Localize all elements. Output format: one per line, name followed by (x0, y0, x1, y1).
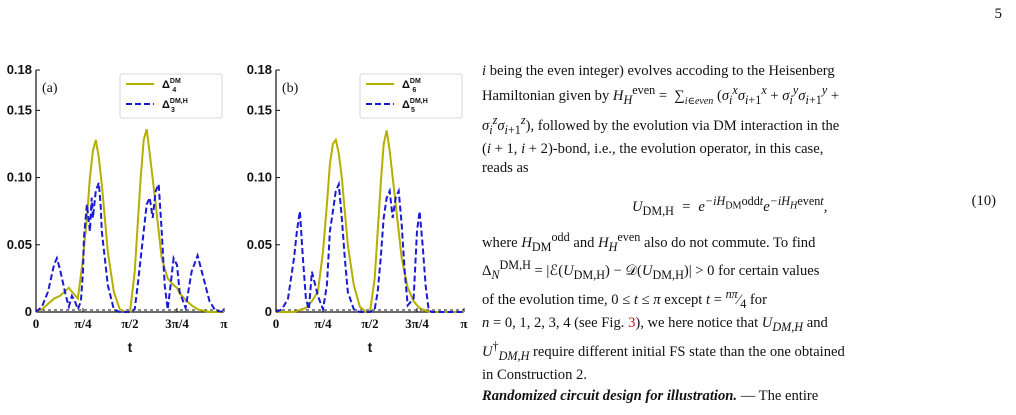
paragraph-continuation: — The entire (740, 388, 819, 404)
x-tick-label: π/2 (121, 316, 138, 331)
x-tick-label: π (220, 316, 227, 331)
x-tick-label: 3π/4 (405, 316, 429, 331)
paragraph-heading-line: Randomized circuit design for illustrati… (482, 388, 996, 405)
equation-body: UDM,H = e−iHDModdte−iHHevent, (632, 193, 828, 218)
y-tick-label: 0.15 (7, 102, 32, 117)
x-axis-label: t (368, 339, 373, 355)
x-tick-label: π/4 (74, 316, 92, 331)
page-number: 5 (994, 6, 1003, 22)
y-tick-label: 0.10 (247, 170, 272, 185)
x-tick-label: π/2 (361, 316, 378, 331)
y-tick-label: 0.05 (247, 237, 272, 252)
legend-entry: ΔDM,H 3 (162, 98, 188, 114)
x-tick-label: π (460, 316, 467, 331)
text-line: where HDModd and HHeven also do not comm… (482, 229, 816, 254)
body-text-column: i being the even integer) evolves accodi… (482, 62, 996, 385)
y-tick-label: 0.15 (247, 102, 272, 117)
figure-reference-link[interactable]: 3 (628, 314, 636, 331)
figure-panel-a: 0 0.05 0.10 0.15 0.18 0 π/4 π/2 3π/4 π t (a) ΔDM 4 ΔDM… (0, 62, 240, 402)
legend-entry: ΔDM 4 (162, 78, 181, 94)
text-line: ΔNDM,H = |ℰ(UDM,H) − 𝒟(UDM,H)| > 0 for c… (482, 258, 820, 283)
figure-panel-b: 0 0.05 0.10 0.15 0.18 0 π/4 π/2 3π/4 π t (b) ΔDM 6 ΔDM… (240, 62, 480, 402)
legend-entry: ΔDM,H 5 (402, 98, 428, 114)
text-line: of the evolution time, 0 ≤ t ≤ π except … (482, 287, 767, 311)
text-line: reads as (482, 159, 529, 176)
paragraph-heading: Randomized circuit design for illustrati… (482, 388, 738, 404)
chart-b-svg: 0 0.05 0.10 0.15 0.18 0 π/4 π/2 3π/4 π t (b) ΔDM 6 ΔDM… (247, 62, 468, 355)
chart-a-svg: 0 0.05 0.10 0.15 0.18 0 π/4 π/2 3π/4 π t (a) ΔDM 4 ΔDM… (7, 62, 228, 355)
series-line (275, 180, 464, 314)
text-line: σizσi+1z), followed by the evolution via… (482, 112, 840, 137)
text-line: in Construction 2. (482, 366, 587, 383)
x-tick-label: π/4 (314, 316, 332, 331)
text-line: U†DM,H require different initial FS stat… (482, 338, 845, 363)
y-tick-label: 0.18 (7, 62, 32, 77)
text-line: (i + 1, i + 2)-bond, i.e., the evolution… (482, 140, 824, 157)
equation-number: (10) (971, 192, 996, 209)
x-tick-label: 0 (33, 316, 40, 331)
x-tick-label: 0 (273, 316, 280, 331)
text-line: n = 0, 1, 2, 3, 4 (see Fig. 3), we here … (482, 314, 828, 334)
x-tick-label: 3π/4 (165, 316, 189, 331)
text-line: i being the even integer) evolves accodi… (482, 63, 835, 79)
equation-10: UDM,H = e−iHDModdte−iHHevent, (10) (482, 184, 996, 222)
legend-entry: ΔDM 6 (402, 78, 421, 94)
series-line (35, 182, 225, 313)
y-tick-label: 0.05 (7, 237, 32, 252)
text-line: Hamiltonian given by HHeven = ∑i∈even (σ… (482, 83, 840, 107)
y-tick-label: 0 (265, 304, 272, 319)
y-tick-label: 0.10 (7, 170, 32, 185)
y-tick-label: 0 (25, 304, 32, 319)
y-tick-label: 0.18 (247, 62, 272, 77)
panel-label: (b) (282, 81, 299, 96)
x-axis-label: t (128, 339, 133, 355)
panel-label: (a) (42, 81, 58, 96)
